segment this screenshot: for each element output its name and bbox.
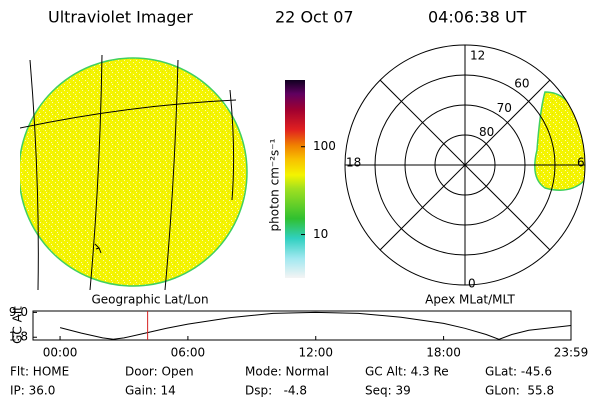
x-tick-label: 23:59 — [554, 346, 589, 360]
lat-ring-label: 70 — [497, 101, 512, 115]
instrument: Ultraviolet Imager — [48, 8, 193, 27]
status-field: GC Alt: 4.3 Re — [365, 365, 449, 379]
status-field: Door: Open — [125, 365, 194, 379]
status-field: Seq: 39 — [365, 384, 411, 398]
date: 22 Oct 07 — [275, 8, 354, 27]
time: 04:06:38 UT — [428, 8, 527, 27]
status-field: GLon: 55.8 — [485, 384, 554, 398]
x-tick-label: 00:00 — [43, 346, 78, 360]
status-field: Gain: 14 — [125, 384, 176, 398]
colorbar — [285, 80, 305, 278]
y-tick-label: 1.8 — [9, 330, 28, 344]
lat-ring — [404, 104, 526, 226]
x-tick-label: 12:00 — [298, 346, 333, 360]
geo-image — [20, 55, 248, 291]
lat-ring — [374, 74, 556, 256]
hour-label: 0 — [468, 277, 476, 291]
status-field: Flt: HOME — [10, 365, 69, 379]
x-tick-label: 18:00 — [426, 346, 461, 360]
lat-ring — [434, 134, 496, 196]
hour-label: 18 — [346, 156, 361, 170]
lat-ring-label: 80 — [479, 125, 494, 139]
y-tick-label: 9.0 — [9, 305, 28, 319]
colorbar-label: photon cm⁻²s⁻¹ — [268, 138, 282, 231]
status-field: GLat: -45.6 — [485, 365, 552, 379]
x-tick-label: 06:00 — [171, 346, 206, 360]
polar-plot — [344, 44, 586, 286]
lat-ring-label: 60 — [514, 77, 529, 91]
hour-label: 12 — [470, 49, 485, 63]
status-field: Dsp: -4.8 — [245, 384, 307, 398]
colorbar-tick-label: 100 — [313, 139, 336, 153]
hour-label: 6 — [577, 156, 585, 170]
panel-label: Apex MLat/MLT — [425, 293, 515, 307]
altitude-line — [59, 311, 572, 340]
panel-label: Geographic Lat/Lon — [91, 293, 208, 307]
colorbar-tick-label: 10 — [313, 227, 328, 241]
status-field: IP: 36.0 — [10, 384, 55, 398]
timeline-ylabel: GC Alt — [11, 306, 25, 344]
status-field: Mode: Normal — [245, 365, 329, 379]
